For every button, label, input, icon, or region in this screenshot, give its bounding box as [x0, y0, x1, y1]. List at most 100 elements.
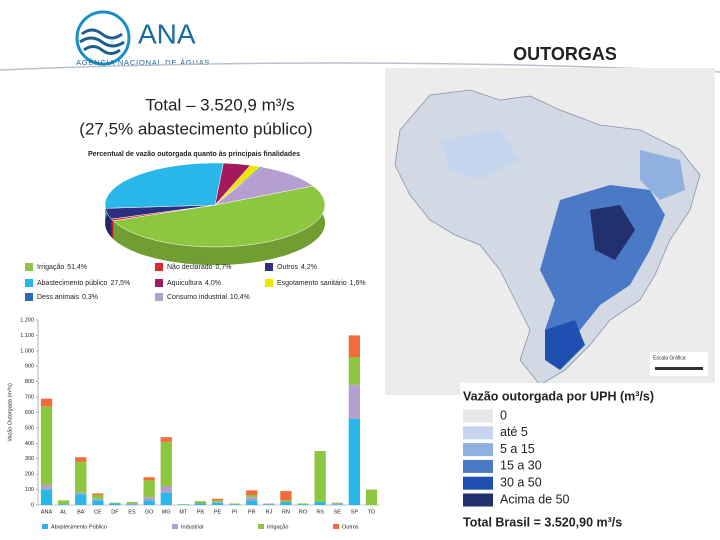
legend-swatch — [265, 263, 273, 271]
y-tick-label: 900 — [25, 364, 34, 370]
legend-label: Outros — [342, 524, 359, 530]
map-legend-label: 30 a 50 — [500, 475, 542, 489]
y-tick-label: 800 — [25, 379, 34, 385]
legend-value: 51,4% — [67, 264, 87, 271]
legend-value: 4,2% — [301, 264, 317, 271]
map-total: Total Brasil = 3.520,90 m³/s — [463, 515, 622, 529]
x-tick-label: ES — [128, 509, 136, 515]
map-legend-swatch — [463, 443, 493, 457]
legend-name: Consumo industrial — [167, 294, 227, 301]
bar-segment — [143, 500, 155, 505]
legend-swatch — [172, 524, 178, 529]
y-tick-label: 500 — [25, 425, 34, 431]
pie-slice-wall — [105, 208, 112, 238]
bar-segment — [263, 504, 275, 505]
legend-swatch — [333, 524, 339, 529]
x-tick-label: TO — [368, 509, 376, 515]
legend-name: Outros — [277, 264, 299, 271]
map-legend-title: Vazão outorgada por UPH (m³/s) — [463, 389, 654, 403]
legend-name: Esgotamento sanitário — [277, 280, 347, 287]
bar-segment — [229, 504, 241, 505]
legend-swatch — [25, 263, 33, 271]
pie-slice-wall — [113, 185, 326, 266]
map-legend-swatch — [463, 426, 493, 440]
y-tick-label: 700 — [25, 395, 34, 401]
bar-segment — [40, 484, 53, 490]
bar-segment — [263, 503, 275, 505]
bar-segment — [229, 503, 241, 505]
legend-value: 10,4% — [230, 294, 250, 301]
subtitle: (27,5% abastecimento público) — [79, 119, 312, 138]
legend-label: Esgotamento sanitário 1,6% — [277, 280, 366, 287]
bar-segment — [92, 493, 104, 495]
bar-segment — [314, 451, 326, 502]
legend-label: Não declarado 0,7% — [167, 264, 232, 271]
logo-name: ANA — [138, 18, 196, 49]
region-south — [545, 320, 585, 370]
bar-segment — [75, 494, 87, 505]
legend-swatch — [42, 524, 48, 529]
map-legend-label: 15 a 30 — [500, 459, 542, 473]
legend-swatch — [25, 293, 33, 301]
bar-segment — [75, 461, 87, 493]
y-tick-label: 0 — [31, 502, 34, 508]
bar-segment — [331, 502, 343, 504]
legend-value: 27,5% — [110, 280, 130, 287]
legend-label: Consumo industrial 10,4% — [167, 294, 250, 301]
bar-segment — [246, 500, 258, 505]
bar-segment — [314, 501, 326, 505]
bar-segment — [126, 504, 138, 505]
pie-slice — [104, 162, 224, 209]
legend-label: Outros 4,2% — [277, 264, 317, 271]
legend-name: Dess animais — [37, 294, 80, 301]
bar-segment — [109, 503, 121, 505]
logo: ANA AGÊNCIA NACIONAL DE ÁGUAS — [75, 10, 210, 67]
bar-segment — [348, 357, 360, 385]
x-tick-label: PE — [214, 509, 222, 515]
bar-segment — [246, 497, 258, 501]
x-tick-label: RJ — [265, 509, 272, 515]
bar-segment — [126, 503, 138, 505]
x-tick-label: PR — [248, 509, 256, 515]
x-tick-label: GO — [145, 509, 154, 515]
pie-title: Percentual de vazão outorgada quanto às … — [88, 151, 300, 158]
x-tick-label: PI — [232, 509, 238, 515]
region-north — [440, 130, 520, 180]
x-tick-label: PB — [197, 509, 205, 515]
logo-waves — [79, 28, 125, 55]
bar-segment — [40, 398, 53, 407]
x-tick-label: BA — [77, 509, 85, 515]
map-legend-label: Acima de 50 — [500, 492, 570, 506]
bar-segment — [331, 504, 343, 505]
bar-segment — [92, 498, 104, 501]
bar-segment — [92, 494, 104, 499]
legend-value: 4,0% — [205, 280, 221, 287]
bar-segment — [160, 441, 172, 487]
bar-segment — [92, 500, 104, 505]
legend-label: Irrigação 51,4% — [37, 264, 87, 271]
bar-segment — [58, 504, 70, 505]
bar-segment — [143, 477, 155, 481]
x-tick-label: AL — [60, 509, 67, 515]
bar-segment — [348, 335, 360, 357]
scale-box — [650, 352, 708, 376]
bar-segment — [246, 494, 258, 498]
legend-swatch — [155, 263, 163, 271]
slide-title: OUTORGAS — [513, 44, 617, 64]
bar-segment — [143, 497, 155, 501]
legend-label: Dess animais 0,3% — [37, 294, 98, 301]
bar-segment — [75, 492, 87, 495]
bar-segment — [211, 498, 224, 501]
x-tick-label: MT — [179, 509, 188, 515]
pie-slice — [112, 185, 326, 248]
legend-label: Industrial — [181, 524, 203, 530]
bar-segment — [160, 492, 172, 505]
region-dark — [590, 205, 635, 260]
legend-label: Abastecimento Público — [51, 524, 107, 530]
bar-segment — [126, 501, 138, 504]
bar-segment — [211, 501, 224, 503]
scale-label: Escala Gráfica — [653, 355, 686, 361]
x-tick-label: RS — [316, 509, 324, 515]
legend-label: Irrigação — [267, 524, 288, 530]
